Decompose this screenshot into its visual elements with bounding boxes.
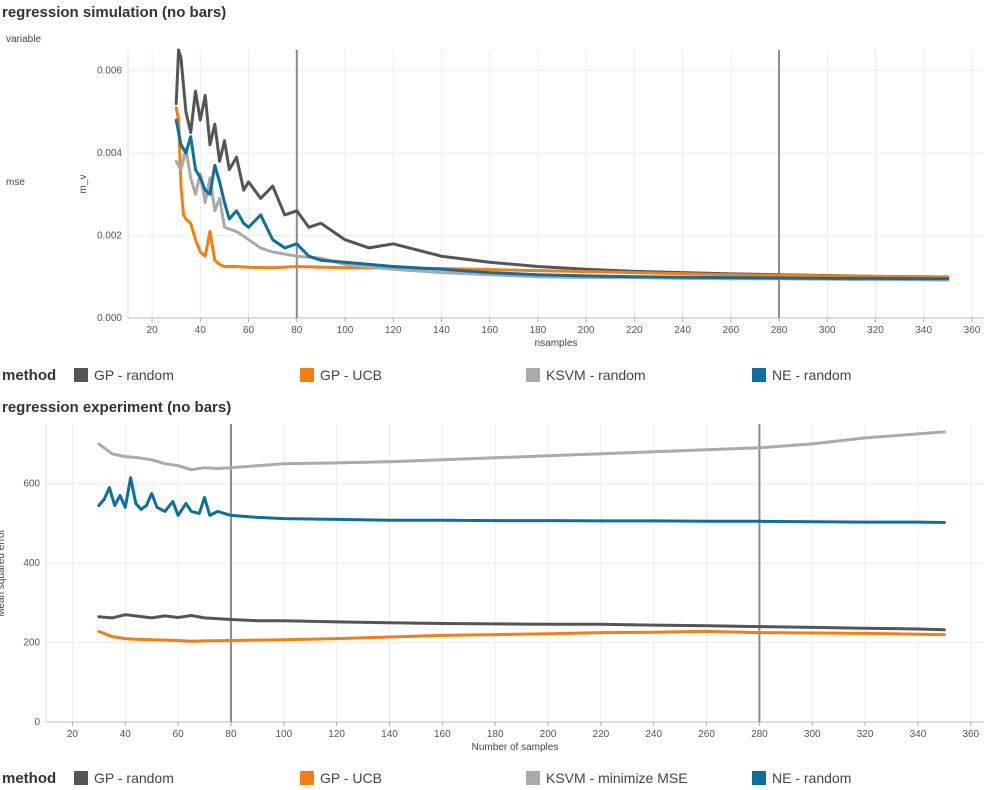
- x-tick-label: 200: [578, 325, 595, 336]
- x-tick-label: 180: [530, 325, 547, 336]
- x-tick-label: 340: [910, 729, 927, 740]
- legend-label: GP - random: [94, 770, 174, 786]
- legend-swatch: [300, 771, 314, 785]
- legend-item-gp-random[interactable]: GP - random: [74, 768, 174, 788]
- x-tick-label: 300: [819, 325, 836, 336]
- y-tick-label: 0.002: [97, 231, 122, 242]
- x-tick-label: 20: [147, 325, 159, 336]
- legend-swatch: [74, 771, 88, 785]
- series-line: [97, 613, 946, 632]
- legend-label: GP - random: [94, 367, 174, 383]
- x-tick-label: 360: [962, 729, 979, 740]
- x-tick-label: 80: [291, 325, 303, 336]
- series-line: [97, 476, 946, 524]
- x-tick-label: 260: [698, 729, 715, 740]
- series-line: [174, 118, 950, 281]
- y-tick-label: 0: [34, 717, 40, 728]
- x-tick-label: 80: [225, 729, 237, 740]
- legend-label: KSVM - minimize MSE: [546, 770, 688, 786]
- x-tick-label: 120: [385, 325, 402, 336]
- variable-header: variable: [6, 34, 42, 45]
- x-tick-label: 280: [751, 729, 768, 740]
- legend-title: method: [2, 770, 57, 787]
- x-tick-label: 140: [381, 729, 398, 740]
- legend-item-gp-ucb[interactable]: GP - UCB: [300, 768, 382, 788]
- y-tick-label: 200: [23, 638, 40, 649]
- bottom-chart-title: regression experiment (no bars): [2, 399, 232, 416]
- x-axis-title: Number of samples: [472, 742, 559, 753]
- legend-item-ne-random[interactable]: NE - random: [752, 768, 851, 788]
- y-tick-label: 400: [23, 558, 40, 569]
- x-tick-label: 320: [867, 325, 884, 336]
- legend-swatch: [752, 771, 766, 785]
- x-tick-label: 200: [540, 729, 557, 740]
- y-tick-label: 0.000: [97, 313, 122, 324]
- legend-label: KSVM - random: [546, 367, 646, 383]
- legend-swatch: [74, 368, 88, 382]
- y-tick-label: 600: [23, 479, 40, 490]
- x-tick-label: 60: [173, 729, 185, 740]
- top-chart-title: regression simulation (no bars): [2, 4, 227, 21]
- legend-label: NE - random: [772, 770, 852, 786]
- legend-item-ne-random[interactable]: NE - random: [752, 365, 851, 385]
- legend-swatch: [300, 368, 314, 382]
- y-tick-label: 0.006: [97, 66, 122, 77]
- x-tick-label: 20: [67, 729, 79, 740]
- series-line: [97, 629, 946, 643]
- series-line: [97, 430, 946, 472]
- top-legend: method GP - random GP - UCB KSVM - rando…: [0, 363, 984, 387]
- x-tick-label: 220: [593, 729, 610, 740]
- legend-swatch: [752, 368, 766, 382]
- legend-swatch: [526, 771, 540, 785]
- x-tick-label: 100: [337, 325, 354, 336]
- x-tick-label: 340: [915, 325, 932, 336]
- bottom-legend: method GP - random GP - UCB KSVM - minim…: [0, 766, 984, 790]
- x-tick-label: 120: [328, 729, 345, 740]
- legend-item-ksvm-minimize-mse[interactable]: KSVM - minimize MSE: [526, 768, 688, 788]
- x-tick-label: 40: [120, 729, 132, 740]
- legend-item-gp-ucb[interactable]: GP - UCB: [300, 365, 382, 385]
- legend-swatch: [526, 368, 540, 382]
- top-line-chart: 0.000 0.002 0.004 0.006 20 40 60 80 100 120 140 160…: [78, 48, 984, 349]
- x-tick-label: 140: [433, 325, 450, 336]
- x-tick-label: 60: [243, 325, 255, 336]
- y-axis-title: m_v: [78, 175, 89, 194]
- y-tick-label: 0.004: [97, 148, 122, 159]
- row-label-mse: mse: [6, 177, 25, 188]
- y-axis-title: Mean squared error: [0, 528, 7, 616]
- series-line: [174, 106, 950, 279]
- legend-label: GP - UCB: [320, 770, 382, 786]
- x-tick-label: 240: [674, 325, 691, 336]
- x-tick-label: 260: [722, 325, 739, 336]
- x-tick-label: 160: [481, 325, 498, 336]
- x-tick-label: 160: [434, 729, 451, 740]
- x-tick-label: 40: [195, 325, 207, 336]
- legend-label: GP - UCB: [320, 367, 382, 383]
- x-tick-label: 360: [964, 325, 981, 336]
- x-tick-label: 240: [645, 729, 662, 740]
- x-tick-label: 180: [487, 729, 504, 740]
- x-tick-label: 220: [626, 325, 643, 336]
- x-tick-label: 320: [857, 729, 874, 740]
- x-tick-label: 300: [804, 729, 821, 740]
- legend-label: NE - random: [772, 367, 852, 383]
- legend-item-ksvm-random[interactable]: KSVM - random: [526, 365, 646, 385]
- x-axis-title: nsamples: [535, 338, 578, 349]
- legend-item-gp-random[interactable]: GP - random: [74, 365, 174, 385]
- legend-title: method: [2, 367, 57, 384]
- x-tick-label: 100: [275, 729, 292, 740]
- x-tick-label: 280: [771, 325, 788, 336]
